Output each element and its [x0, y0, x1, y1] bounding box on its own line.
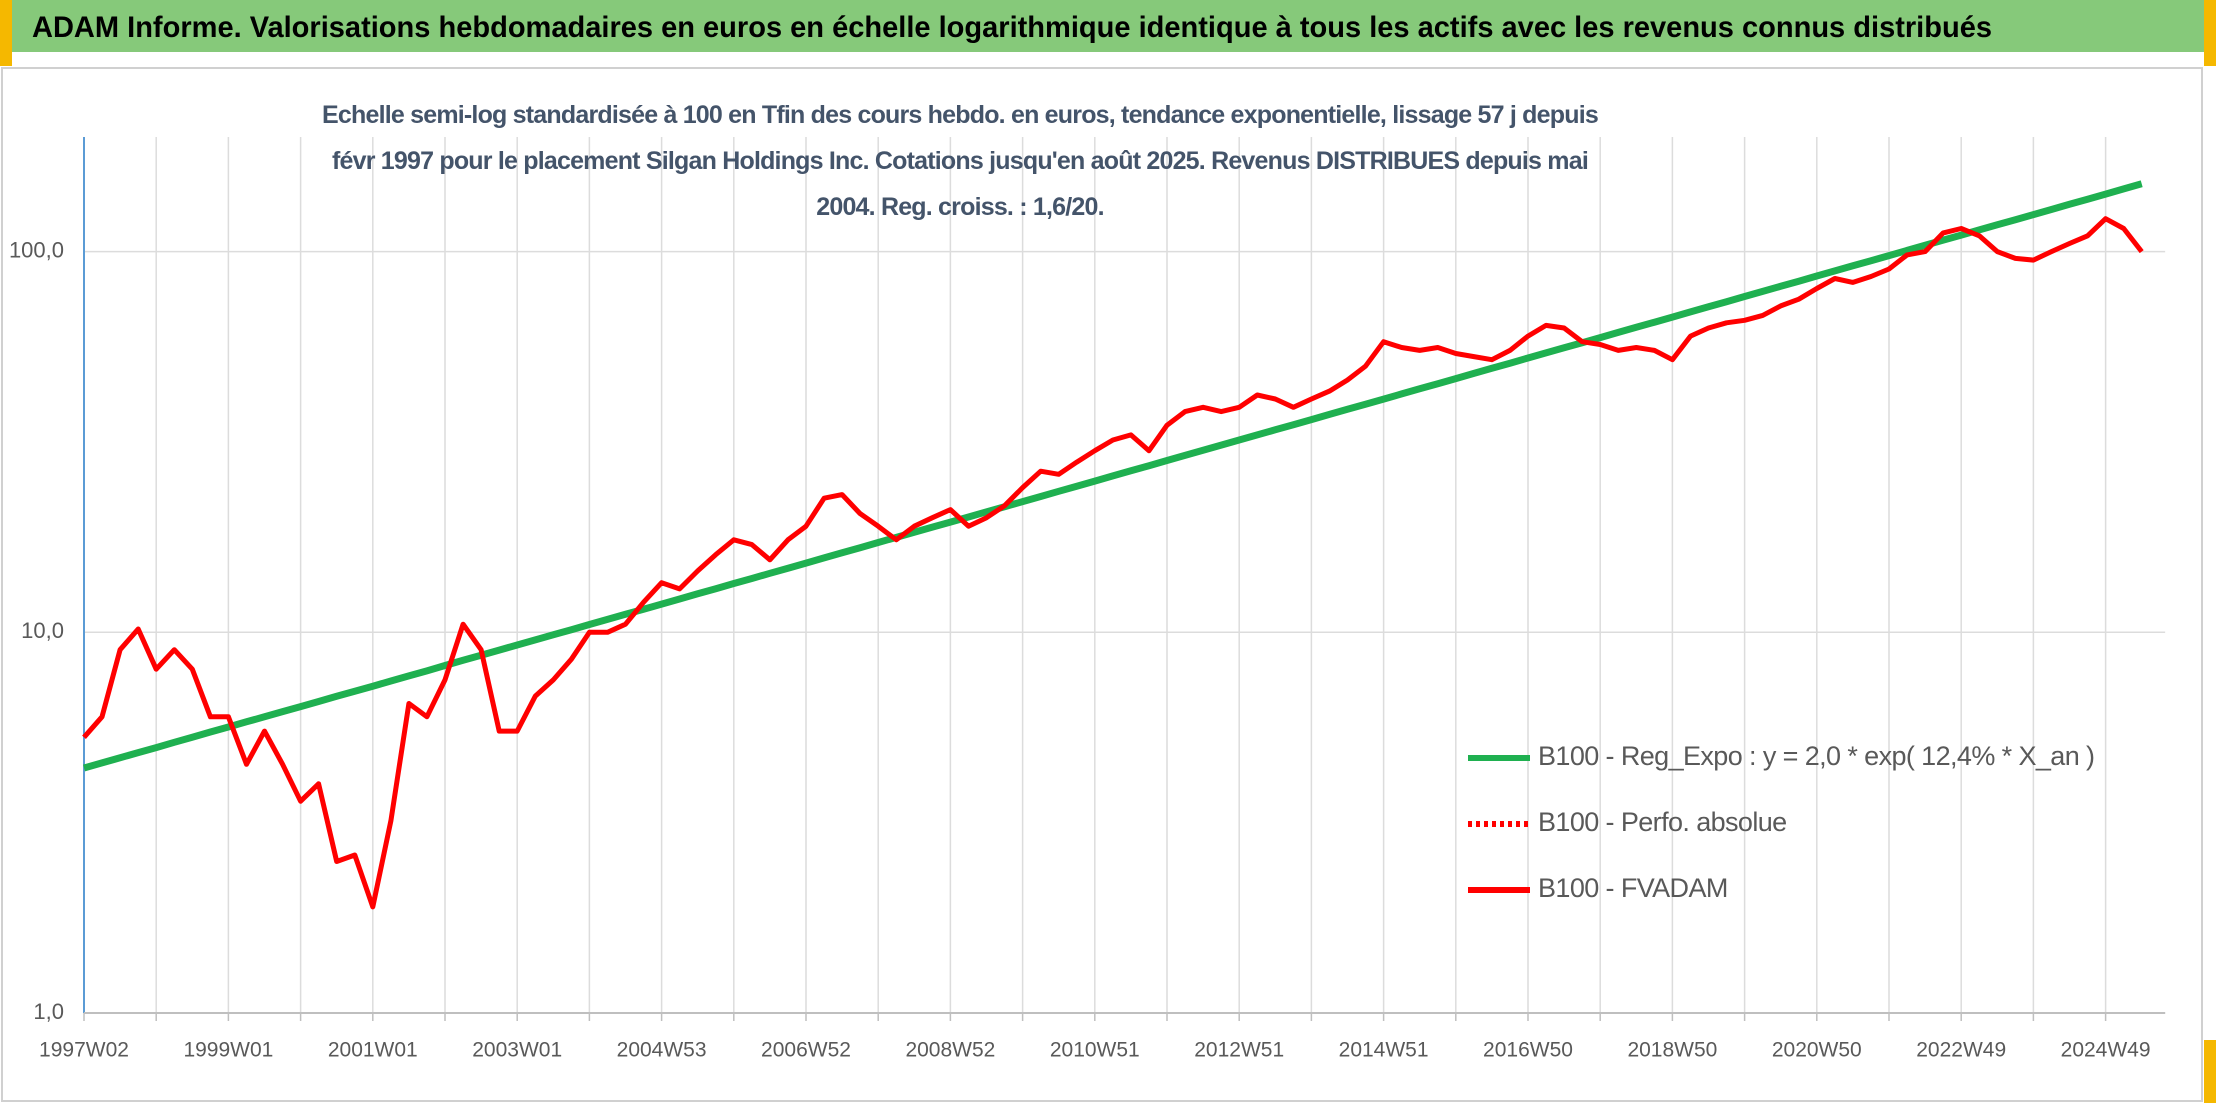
x-tick-label: 2004W53 [617, 1039, 707, 1062]
x-tick-label: 2014W51 [1339, 1039, 1429, 1062]
corner [0, 0, 12, 66]
corner [2204, 1040, 2216, 1103]
legend-label: B100 - Perfo. absolue [1538, 807, 1787, 837]
x-tick-label: 2001W01 [328, 1039, 418, 1062]
chart-subtitle: Echelle semi-log standardisée à 100 en T… [322, 101, 1599, 221]
x-tick-label: 2003W01 [472, 1039, 562, 1062]
x-tick-label: 2024W49 [2061, 1039, 2151, 1062]
x-tick-label: 2010W51 [1050, 1039, 1140, 1062]
chart-title: ADAM Informe. Valorisations hebdomadaire… [32, 11, 1992, 44]
x-tick-label: 2020W50 [1772, 1039, 1862, 1062]
x-tick-label: 2012W51 [1194, 1039, 1284, 1062]
x-tick-label: 2008W52 [905, 1039, 995, 1062]
x-tick-label: 2006W52 [761, 1039, 851, 1062]
x-tick-label: 1999W01 [183, 1039, 273, 1062]
title-bar [0, 0, 2216, 52]
x-tick-label: 1997W02 [39, 1039, 129, 1062]
legend-label: B100 - Reg_Expo : y = 2,0 * exp( 12,4% *… [1538, 741, 2094, 771]
legend-label: B100 - FVADAM [1538, 873, 1728, 903]
x-tick-label: 2018W50 [1627, 1039, 1717, 1062]
y-tick-label: 1,0 [33, 999, 64, 1024]
series-line [82, 216, 2144, 910]
series-line [83, 180, 2143, 772]
y-tick-label: 10,0 [21, 618, 64, 643]
x-tick-label: 2016W50 [1483, 1039, 1573, 1062]
y-tick-label: 100,0 [9, 237, 64, 262]
chart-frame [1, 67, 2203, 1102]
corner [2204, 0, 2216, 66]
x-tick-label: 2022W49 [1916, 1039, 2006, 1062]
